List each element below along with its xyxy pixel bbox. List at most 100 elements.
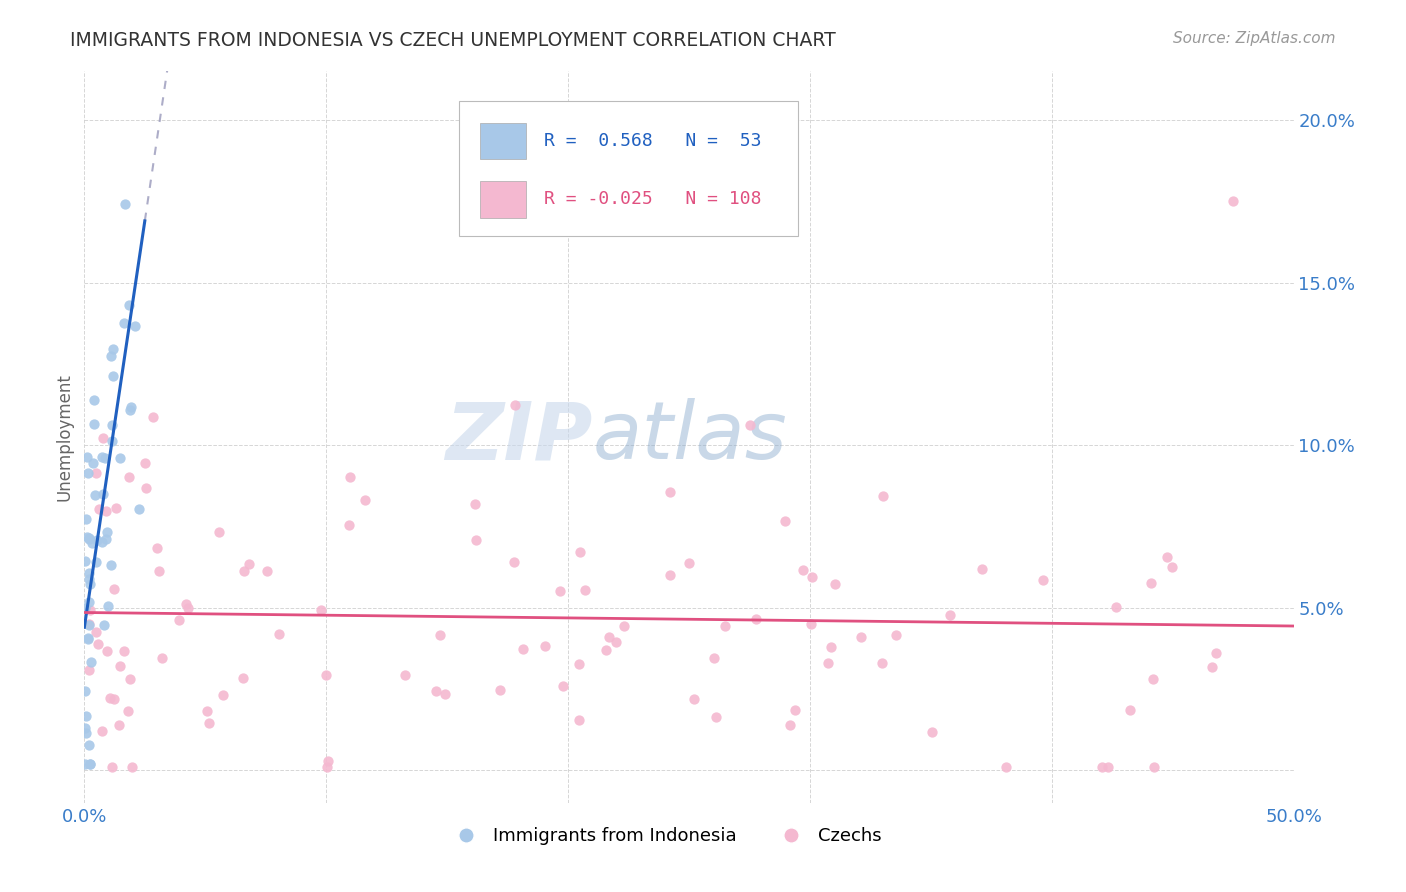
Point [1142,672,1164,686]
Point [108,659,131,673]
Point [176,597,198,611]
Point [84,555,107,569]
Point [108,451,131,466]
Bar [479,181,526,218]
Point [799,616,821,631]
Text: Source: ZipAtlas.com: Source: ZipAtlas.com [1173,31,1336,46]
Point [84,467,107,481]
Point [94,532,117,546]
Point [488,682,510,697]
Point [568,657,591,672]
Text: R = -0.025   N = 108: R = -0.025 N = 108 [544,190,761,209]
Point [849,630,872,644]
Point [211,688,233,702]
Point [134,456,156,470]
Point [80,655,103,669]
Point [309,603,332,617]
Point [101,434,124,449]
Point [574,583,596,598]
Point [114,197,136,211]
Point [79,738,101,752]
Point [714,619,737,633]
Point [73,721,96,735]
Point [84,624,107,639]
Point [76,632,98,646]
Point [96,644,118,658]
Point [595,643,617,657]
Point [89,502,111,516]
Point [73,683,96,698]
Text: R =  0.568   N =  53: R = 0.568 N = 53 [544,132,761,150]
Point [195,704,218,718]
Point [120,400,142,414]
Point [354,492,377,507]
Point [77,663,100,677]
Point [425,683,447,698]
Point [112,644,135,658]
Point [79,756,101,771]
Point [100,558,122,573]
Point [773,515,796,529]
Point [872,489,894,503]
Point [142,410,165,425]
Point [118,403,141,417]
Point [503,398,526,412]
Point [232,564,254,578]
Point [434,688,457,702]
Point [86,533,108,548]
Point [783,703,806,717]
Point [197,716,219,731]
Point [551,679,574,693]
Point [101,760,124,774]
Point [76,450,98,464]
Point [464,497,486,511]
Point [678,556,700,570]
Point [315,668,337,682]
Point [87,637,110,651]
Point [76,467,98,481]
Point [77,594,100,608]
Point [683,692,706,706]
Point [75,709,97,723]
Point [704,710,727,724]
Point [820,640,842,654]
Point [1205,646,1227,660]
Point [104,501,127,516]
Point [79,576,101,591]
Point [82,536,104,550]
Point [83,417,105,431]
Point [1222,194,1244,209]
Point [605,635,627,649]
Point [703,651,725,665]
Point [1032,574,1054,588]
Point [995,760,1018,774]
Text: ZIP: ZIP [444,398,592,476]
Legend: Immigrants from Indonesia, Czechs: Immigrants from Indonesia, Czechs [440,820,889,852]
Point [146,541,169,556]
Point [93,432,115,446]
Point [870,656,893,670]
Point [103,691,125,706]
Point [232,671,254,685]
Point [779,718,801,732]
Point [84,488,107,502]
Bar [479,122,526,159]
Point [337,517,360,532]
Point [598,631,620,645]
Point [316,754,339,768]
Point [118,672,141,686]
Point [568,713,591,727]
Point [91,724,114,739]
Point [238,557,260,571]
Point [108,718,131,732]
Point [97,599,120,613]
Point [429,628,451,642]
Point [824,577,846,591]
Point [90,534,112,549]
Point [128,502,150,516]
FancyBboxPatch shape [460,101,797,235]
Point [1143,760,1166,774]
Point [79,618,101,632]
Point [921,725,943,739]
Point [148,565,170,579]
